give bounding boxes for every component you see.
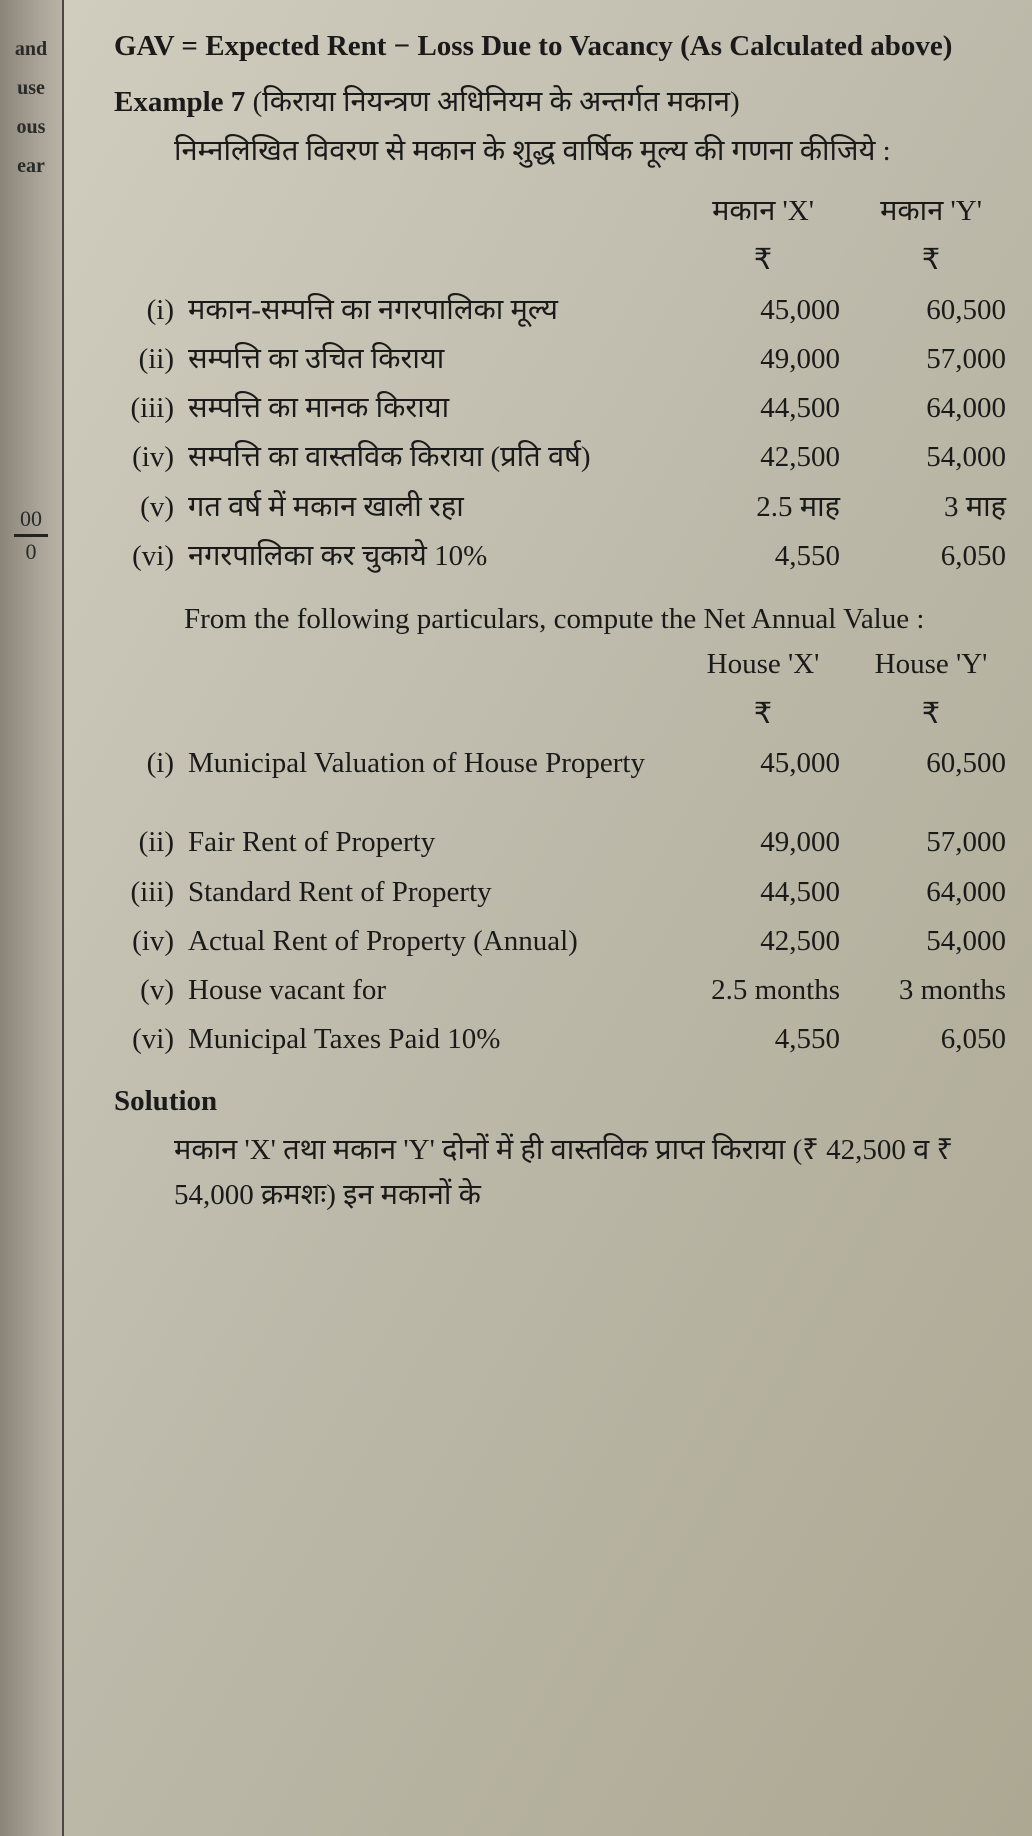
item-label: Actual Rent of Property (Annual) xyxy=(184,917,686,966)
list-item: (ii) Fair Rent of Property 49,000 57,000 xyxy=(114,818,1006,867)
blank xyxy=(114,236,184,285)
list-item: (vi) Municipal Taxes Paid 10% 4,550 6,05… xyxy=(114,1015,1006,1064)
list-item: (iii) Standard Rent of Property 44,500 6… xyxy=(114,868,1006,917)
item-value-y: 57,000 xyxy=(856,818,1006,867)
col-x-label: मकान 'X' xyxy=(686,187,856,236)
item-label: Municipal Valuation of House Property xyxy=(184,739,686,788)
item-value-x: 45,000 xyxy=(686,286,856,335)
item-number: (iii) xyxy=(114,868,184,917)
fraction-bottom: 0 xyxy=(26,539,37,565)
item-value-y: 57,000 xyxy=(856,335,1006,384)
item-label: सम्पत्ति का उचित किराया xyxy=(184,335,686,384)
item-value-x: 42,500 xyxy=(686,917,856,966)
item-value-x: 2.5 माह xyxy=(686,483,856,532)
blank xyxy=(184,690,686,739)
rupee-symbol: ₹ xyxy=(856,690,1006,739)
blank xyxy=(184,187,686,236)
margin-fraction: 00 0 xyxy=(14,506,48,565)
item-label: गत वर्ष में मकान खाली रहा xyxy=(184,483,686,532)
list-item: (iii) सम्पत्ति का मानक किराया 44,500 64,… xyxy=(114,384,1006,433)
item-value-y: 54,000 xyxy=(856,433,1006,482)
list-item: (i) मकान-सम्पत्ति का नगरपालिका मूल्य 45,… xyxy=(114,286,1006,335)
fraction-line xyxy=(14,534,48,537)
item-number: (v) xyxy=(114,483,184,532)
item-value-y: 6,050 xyxy=(856,1015,1006,1064)
item-label: सम्पत्ति का मानक किराया xyxy=(184,384,686,433)
item-number: (i) xyxy=(114,739,184,788)
fraction-top: 00 xyxy=(20,506,42,532)
list-item: (i) Municipal Valuation of House Propert… xyxy=(114,739,1006,788)
rupee-row: ₹ ₹ xyxy=(114,236,1006,285)
item-label: Standard Rent of Property xyxy=(184,868,686,917)
blank xyxy=(114,690,184,739)
item-value-y: 60,500 xyxy=(856,739,1006,788)
rupee-symbol: ₹ xyxy=(686,236,856,285)
margin-text: ous xyxy=(17,116,46,139)
item-label: Municipal Taxes Paid 10% xyxy=(184,1015,686,1064)
rupee-symbol: ₹ xyxy=(856,236,1006,285)
item-value-y: 64,000 xyxy=(856,384,1006,433)
col-y-label: House 'Y' xyxy=(856,640,1006,689)
item-value-x: 49,000 xyxy=(686,818,856,867)
item-value-x: 2.5 months xyxy=(686,966,856,1015)
list-item: (iv) सम्पत्ति का वास्तविक किराया (प्रति … xyxy=(114,433,1006,482)
solution-text: मकान 'X' तथा मकान 'Y' दोनों में ही वास्त… xyxy=(114,1128,1006,1218)
item-label: House vacant for xyxy=(184,966,686,1015)
item-number: (i) xyxy=(114,286,184,335)
item-label: मकान-सम्पत्ति का नगरपालिका मूल्य xyxy=(184,286,686,335)
item-value-y: 3 माह xyxy=(856,483,1006,532)
item-label: नगरपालिका कर चुकाये 10% xyxy=(184,532,686,581)
list-item: (iv) Actual Rent of Property (Annual) 42… xyxy=(114,917,1006,966)
list-item: (ii) सम्पत्ति का उचित किराया 49,000 57,0… xyxy=(114,335,1006,384)
item-number: (v) xyxy=(114,966,184,1015)
blank xyxy=(114,640,184,689)
item-number: (ii) xyxy=(114,335,184,384)
item-value-y: 60,500 xyxy=(856,286,1006,335)
page-body: GAV = Expected Rent − Loss Due to Vacanc… xyxy=(64,0,1032,1836)
blank xyxy=(114,187,184,236)
gav-formula: GAV = Expected Rent − Loss Due to Vacanc… xyxy=(114,30,1006,63)
item-value-x: 42,500 xyxy=(686,433,856,482)
example-title: Example 7 (किराया नियन्त्रण अधिनियम के अ… xyxy=(114,81,1006,120)
item-number: (ii) xyxy=(114,818,184,867)
item-number: (iv) xyxy=(114,917,184,966)
list-item: (v) गत वर्ष में मकान खाली रहा 2.5 माह 3 … xyxy=(114,483,1006,532)
item-number: (iii) xyxy=(114,384,184,433)
rupee-row: ₹ ₹ xyxy=(114,690,1006,739)
intro-text: निम्नलिखित विवरण से मकान के शुद्ध वार्षि… xyxy=(174,130,1006,169)
blank xyxy=(184,236,686,285)
example-number: Example 7 xyxy=(114,86,245,118)
rupee-symbol: ₹ xyxy=(686,690,856,739)
example-subtitle: (किराया नियन्त्रण अधिनियम के अन्तर्गत मक… xyxy=(253,86,740,118)
item-value-x: 4,550 xyxy=(686,1015,856,1064)
col-x-label: House 'X' xyxy=(686,640,856,689)
item-value-y: 64,000 xyxy=(856,868,1006,917)
solution-heading: Solution xyxy=(114,1085,1006,1118)
item-value-x: 4,550 xyxy=(686,532,856,581)
spacer xyxy=(114,788,1006,818)
blank xyxy=(184,640,686,689)
item-value-x: 44,500 xyxy=(686,868,856,917)
item-value-y: 54,000 xyxy=(856,917,1006,966)
page-left-margin: and use ous ear 00 0 xyxy=(0,0,64,1836)
margin-text: and xyxy=(15,38,47,61)
item-label: Fair Rent of Property xyxy=(184,818,686,867)
margin-text: use xyxy=(17,77,45,100)
col-y-label: मकान 'Y' xyxy=(856,187,1006,236)
list-item: (v) House vacant for 2.5 months 3 months xyxy=(114,966,1006,1015)
item-value-x: 45,000 xyxy=(686,739,856,788)
item-value-y: 6,050 xyxy=(856,532,1006,581)
item-value-x: 44,500 xyxy=(686,384,856,433)
item-value-x: 49,000 xyxy=(686,335,856,384)
item-value-y: 3 months xyxy=(856,966,1006,1015)
list-item: (vi) नगरपालिका कर चुकाये 10% 4,550 6,050 xyxy=(114,532,1006,581)
item-label: सम्पत्ति का वास्तविक किराया (प्रति वर्ष) xyxy=(184,433,686,482)
item-number: (vi) xyxy=(114,532,184,581)
column-header-hindi: मकान 'X' मकान 'Y' xyxy=(114,187,1006,236)
item-number: (iv) xyxy=(114,433,184,482)
margin-text: ear xyxy=(17,155,45,178)
column-header-english: House 'X' House 'Y' xyxy=(114,640,1006,689)
english-intro: From the following particulars, compute … xyxy=(114,603,1006,636)
item-number: (vi) xyxy=(114,1015,184,1064)
